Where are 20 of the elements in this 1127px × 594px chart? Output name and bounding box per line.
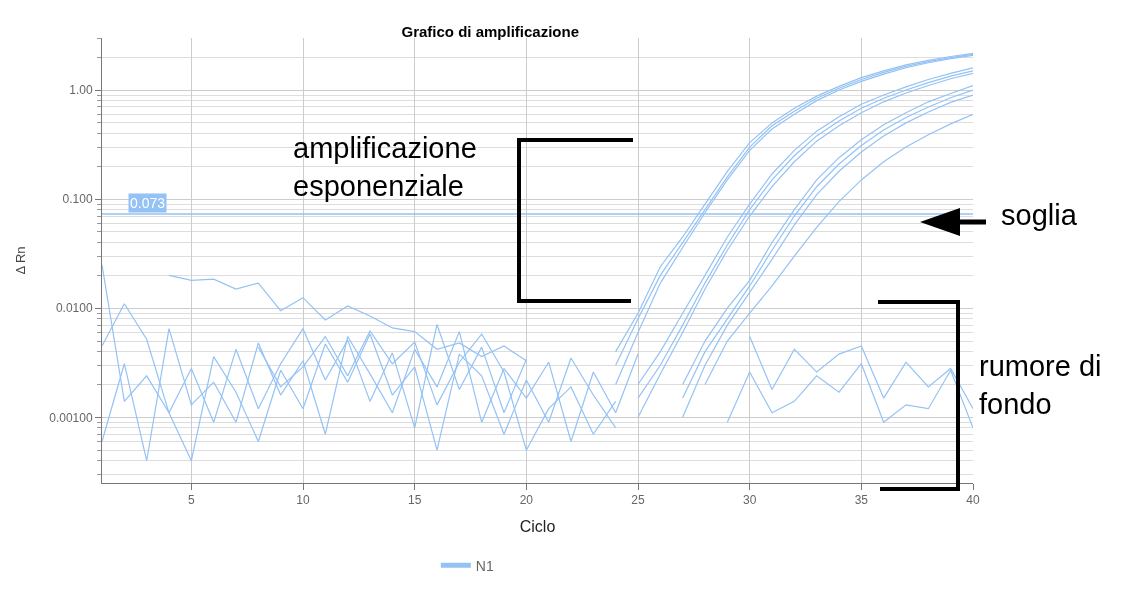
ref-line-label: 0.073	[130, 195, 166, 211]
text: rumore di fondo	[979, 350, 1102, 420]
x-tick-label: 40	[966, 493, 980, 508]
y-axis-title: Δ Rn	[13, 246, 29, 275]
x-tick-label: 15	[407, 493, 422, 508]
y-tick-label: 0.0100	[55, 301, 93, 316]
legend-label: N1	[475, 557, 494, 574]
chart-title: Grafico di amplificazione	[401, 23, 580, 41]
x-tick-label: 20	[519, 493, 534, 508]
x-tick-label: 35	[854, 493, 869, 508]
x-tick-label: 25	[631, 493, 645, 508]
x-tick-label: 5	[187, 493, 195, 508]
x-axis-title: Ciclo	[519, 518, 556, 536]
annotation: amplificazione esponenziale	[293, 132, 477, 202]
y-tick-label: 0.100	[62, 192, 93, 207]
y-tick-label: 1.00	[69, 83, 93, 98]
x-tick-label: 30	[742, 493, 757, 508]
text: soglia	[1001, 199, 1078, 231]
x-tick-label: 10	[296, 493, 310, 508]
y-tick-label: 0.00100	[49, 410, 93, 425]
